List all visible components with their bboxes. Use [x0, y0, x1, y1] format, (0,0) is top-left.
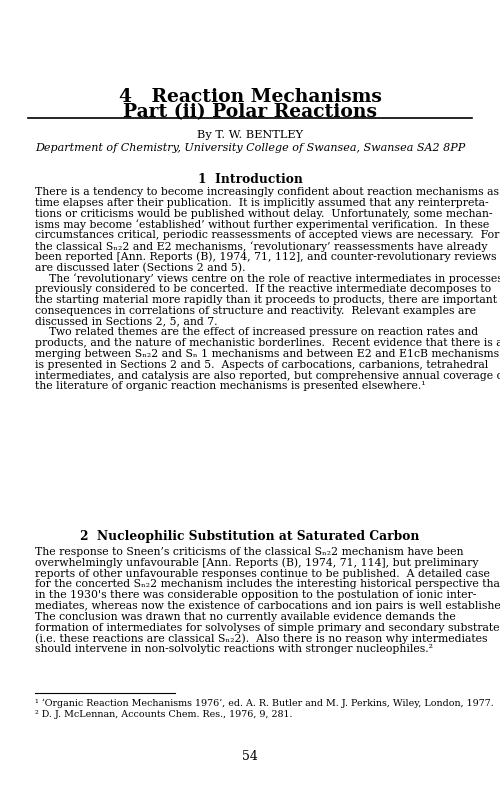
Text: 2  Nucleophilic Substitution at Saturated Carbon: 2 Nucleophilic Substitution at Saturated… [80, 530, 419, 543]
Text: previously considered to be concerted.  If the reactive intermediate decomposes : previously considered to be concerted. I… [35, 284, 491, 294]
Text: (i.e. these reactions are classical Sₙ₂2).  Also there is no reason why intermed: (i.e. these reactions are classical Sₙ₂2… [35, 634, 488, 644]
Text: should intervene in non-solvolytic reactions with stronger nucleophiles.²: should intervene in non-solvolytic react… [35, 644, 433, 654]
Text: is presented in Sections 2 and 5.  Aspects of carbocations, carbanions, tetrahed: is presented in Sections 2 and 5. Aspect… [35, 360, 488, 370]
Text: are discussed later (Sections 2 and 5).: are discussed later (Sections 2 and 5). [35, 262, 246, 273]
Text: products, and the nature of mechanistic borderlines.  Recent evidence that there: products, and the nature of mechanistic … [35, 338, 500, 348]
Text: tions or criticisms would be published without delay.  Unfortunately, some mecha: tions or criticisms would be published w… [35, 208, 492, 219]
Text: 1  Introduction: 1 Introduction [198, 173, 302, 186]
Text: mediates, whereas now the existence of carbocations and ion pairs is well establ: mediates, whereas now the existence of c… [35, 601, 500, 611]
Text: circumstances critical, periodic reassessments of accepted views are necessary. : circumstances critical, periodic reasses… [35, 231, 500, 240]
Text: ¹ ‘Organic Reaction Mechanisms 1976’, ed. A. R. Butler and M. J. Perkins, Wiley,: ¹ ‘Organic Reaction Mechanisms 1976’, ed… [35, 699, 494, 708]
Text: ² D. J. McLennan, Accounts Chem. Res., 1976, 9, 281.: ² D. J. McLennan, Accounts Chem. Res., 1… [35, 710, 292, 719]
Text: isms may become ‘established’ without further experimental verification.  In the: isms may become ‘established’ without fu… [35, 219, 489, 231]
Text: 4   Reaction Mechanisms: 4 Reaction Mechanisms [118, 88, 382, 106]
Text: in the 1930's there was considerable opposition to the postulation of ionic inte: in the 1930's there was considerable opp… [35, 590, 476, 600]
Text: the classical Sₙ₂2 and E2 mechanisms, ‘revolutionary’ reassessments have already: the classical Sₙ₂2 and E2 mechanisms, ‘r… [35, 241, 488, 252]
Text: for the concerted Sₙ₂2 mechanism includes the interesting historical perspective: for the concerted Sₙ₂2 mechanism include… [35, 580, 500, 589]
Text: There is a tendency to become increasingly confident about reaction mechanisms a: There is a tendency to become increasing… [35, 187, 499, 197]
Text: The ‘revolutionary’ views centre on the role of reactive intermediates in proces: The ‘revolutionary’ views centre on the … [35, 273, 500, 284]
Text: the literature of organic reaction mechanisms is presented elsewhere.¹: the literature of organic reaction mecha… [35, 382, 425, 391]
Text: reports of other unfavourable responses continue to be published.  A detailed ca: reports of other unfavourable responses … [35, 568, 490, 579]
Text: time elapses after their publication.  It is implicitly assumed that any reinter: time elapses after their publication. It… [35, 198, 488, 207]
Text: 54: 54 [242, 750, 258, 763]
Text: Two related themes are the effect of increased pressure on reaction rates and: Two related themes are the effect of inc… [35, 328, 478, 337]
Text: overwhelmingly unfavourable [Ann. Reports (B), 1974, 71, 114], but preliminary: overwhelmingly unfavourable [Ann. Report… [35, 558, 478, 568]
Text: the starting material more rapidly than it proceeds to products, there are impor: the starting material more rapidly than … [35, 295, 497, 305]
Text: formation of intermediates for solvolyses of simple primary and secondary substr: formation of intermediates for solvolyse… [35, 622, 500, 633]
Text: Part (ii) Polar Reactions: Part (ii) Polar Reactions [123, 103, 377, 121]
Text: By T. W. BENTLEY: By T. W. BENTLEY [197, 130, 303, 140]
Text: merging between Sₙ₂2 and Sₙ 1 mechanisms and between E2 and E1cB mechanisms: merging between Sₙ₂2 and Sₙ 1 mechanisms… [35, 349, 499, 359]
Text: been reported [Ann. Reports (B), 1974, 71, 112], and counter-revolutionary revie: been reported [Ann. Reports (B), 1974, 7… [35, 252, 496, 262]
Text: intermediates, and catalysis are also reported, but comprehensive annual coverag: intermediates, and catalysis are also re… [35, 370, 500, 381]
Text: consequences in correlations of structure and reactivity.  Relevant examples are: consequences in correlations of structur… [35, 306, 476, 316]
Text: The conclusion was drawn that no currently available evidence demands the: The conclusion was drawn that no current… [35, 612, 456, 622]
Text: The response to Sneen’s criticisms of the classical Sₙ₂2 mechanism have been: The response to Sneen’s criticisms of th… [35, 547, 464, 557]
Text: discussed in Sections 2, 5, and 7.: discussed in Sections 2, 5, and 7. [35, 316, 218, 327]
Text: Department of Chemistry, University College of Swansea, Swansea SA2 8PP: Department of Chemistry, University Coll… [35, 143, 465, 153]
